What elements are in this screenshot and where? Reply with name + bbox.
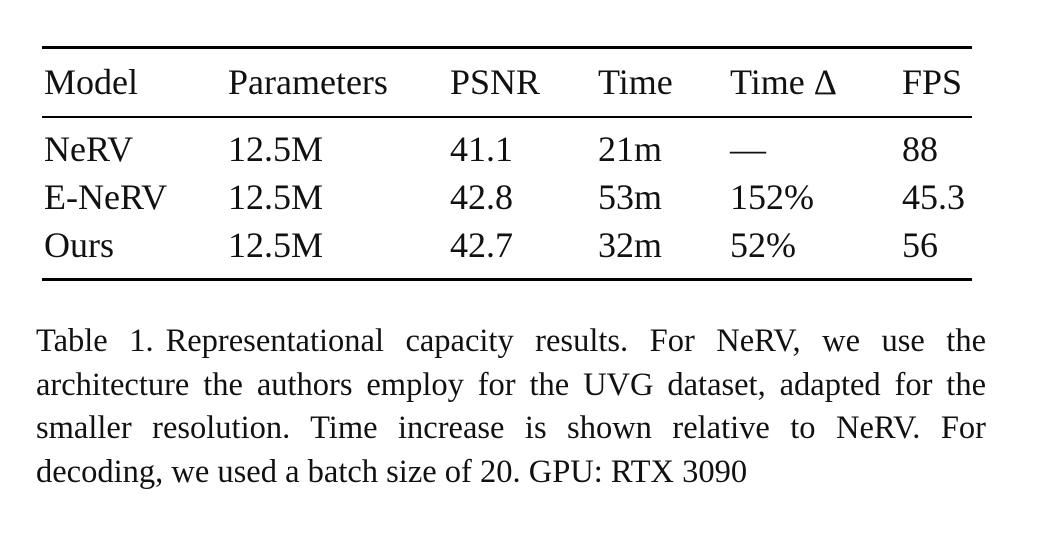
header-model: Model (44, 62, 138, 102)
table-cell: 41.1 (450, 129, 513, 169)
table-cell: 42.7 (450, 225, 513, 265)
table-cell: 12.5M (228, 129, 324, 169)
table-cell: 42.8 (450, 177, 513, 217)
table-header-rule (42, 116, 972, 118)
table-cell: 56 (902, 225, 938, 265)
header-psnr: PSNR (450, 62, 541, 102)
header-parameters: Parameters (228, 62, 388, 102)
caption-label: Table 1. (36, 323, 154, 359)
table-cell: — (730, 129, 766, 169)
table-top-rule (42, 46, 972, 49)
table-cell: 45.3 (902, 177, 965, 217)
table-cell: E-NeRV (44, 177, 168, 217)
table-cell: Ours (44, 225, 114, 265)
table-cell: 12.5M (228, 225, 324, 265)
table-cell: 53m (598, 177, 663, 217)
header-time: Time (598, 62, 673, 102)
header-time-delta: Time Δ (730, 62, 837, 102)
table-cell: 88 (902, 129, 938, 169)
caption-text: Representational capacity results. For N… (36, 323, 987, 490)
table-bottom-rule (42, 278, 972, 281)
table-cell: 152% (730, 177, 814, 217)
table-cell: 52% (730, 225, 796, 265)
table-cell: 32m (598, 225, 663, 265)
table-cell: 21m (598, 129, 663, 169)
table-cell: NeRV (44, 129, 134, 169)
table-caption: Table 1. Representational capacity result… (36, 320, 986, 494)
header-fps: FPS (902, 62, 963, 102)
table-cell: 12.5M (228, 177, 324, 217)
